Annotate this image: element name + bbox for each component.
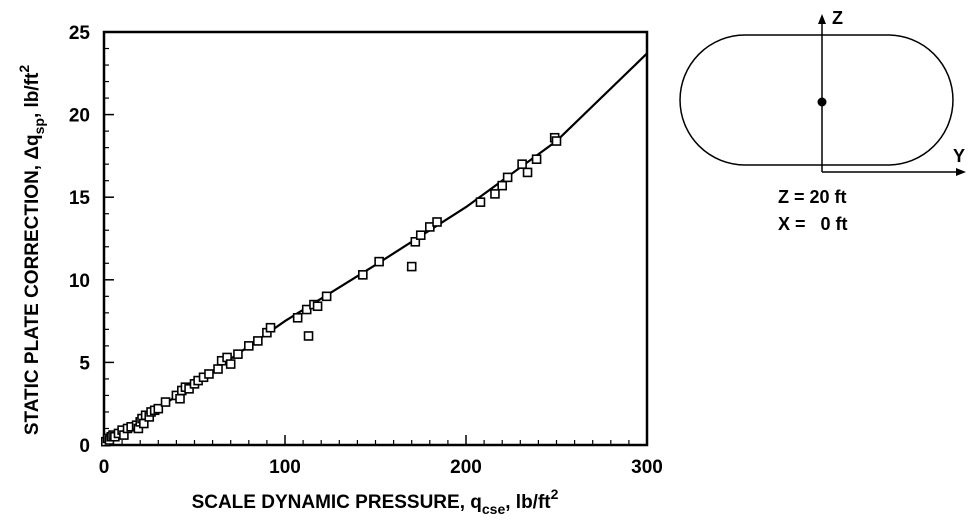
data-point xyxy=(475,197,486,207)
x-tick-label: 300 xyxy=(631,457,663,478)
data-point xyxy=(432,217,442,227)
data-point xyxy=(175,393,185,404)
data-point xyxy=(184,384,194,394)
data-point xyxy=(502,172,513,183)
data-point xyxy=(244,341,254,351)
x-tick-label: 0 xyxy=(99,457,110,478)
data-point xyxy=(153,403,164,414)
x-axis-label: SCALE DYNAMIC PRESSURE, qcse, lb/ft2 xyxy=(192,486,559,517)
data-point xyxy=(225,359,236,369)
data-point xyxy=(490,189,500,199)
data-point xyxy=(321,291,332,302)
data-point xyxy=(253,336,263,346)
inset-z-label: Z xyxy=(832,8,843,28)
x-tick-label: 200 xyxy=(450,457,482,478)
y-tick-label: 5 xyxy=(79,353,90,374)
data-point xyxy=(424,222,435,232)
data-point xyxy=(358,270,368,280)
y-tick-label: 10 xyxy=(69,271,90,292)
data-point xyxy=(522,167,533,178)
data-point xyxy=(292,312,303,323)
x-tick-label: 100 xyxy=(269,457,301,478)
cross-section-outline xyxy=(679,34,954,166)
inset-y-label: Y xyxy=(953,146,965,166)
data-point xyxy=(406,261,417,272)
data-point xyxy=(204,369,214,379)
y-tick-label: 20 xyxy=(69,106,90,127)
data-point xyxy=(303,331,314,341)
data-point xyxy=(531,154,542,165)
data-point xyxy=(374,256,384,267)
y-tick-label: 0 xyxy=(79,436,90,457)
data-point xyxy=(312,301,323,312)
y-axis-arrow-icon xyxy=(956,168,966,176)
data-point xyxy=(415,230,426,240)
y-axis-label: STATIC PLATE CORRECTION, Δqsp, lb/ft2 xyxy=(16,65,47,436)
data-points xyxy=(101,132,562,447)
data-point xyxy=(265,322,276,333)
inset-z-value: Z = 20 ft xyxy=(778,187,847,207)
data-point xyxy=(497,180,508,191)
inset-diagram: Z Y Z = 20 ft X = 0 ft xyxy=(679,8,966,234)
data-point xyxy=(551,136,562,146)
data-point xyxy=(160,397,171,407)
probe-point-icon xyxy=(817,97,827,107)
data-point xyxy=(301,304,312,315)
y-tick-label: 25 xyxy=(69,23,91,44)
tick-label-group: 0 100 200 300 0 5 10 15 20 25 xyxy=(69,23,663,478)
data-point xyxy=(410,237,421,247)
data-point xyxy=(233,349,243,359)
inset-x-value: X = 0 ft xyxy=(778,214,848,234)
data-point xyxy=(517,159,527,169)
y-tick-label: 15 xyxy=(69,188,91,209)
data-point xyxy=(213,364,223,374)
tick-group xyxy=(103,31,648,446)
z-axis-arrow-icon xyxy=(818,14,826,24)
